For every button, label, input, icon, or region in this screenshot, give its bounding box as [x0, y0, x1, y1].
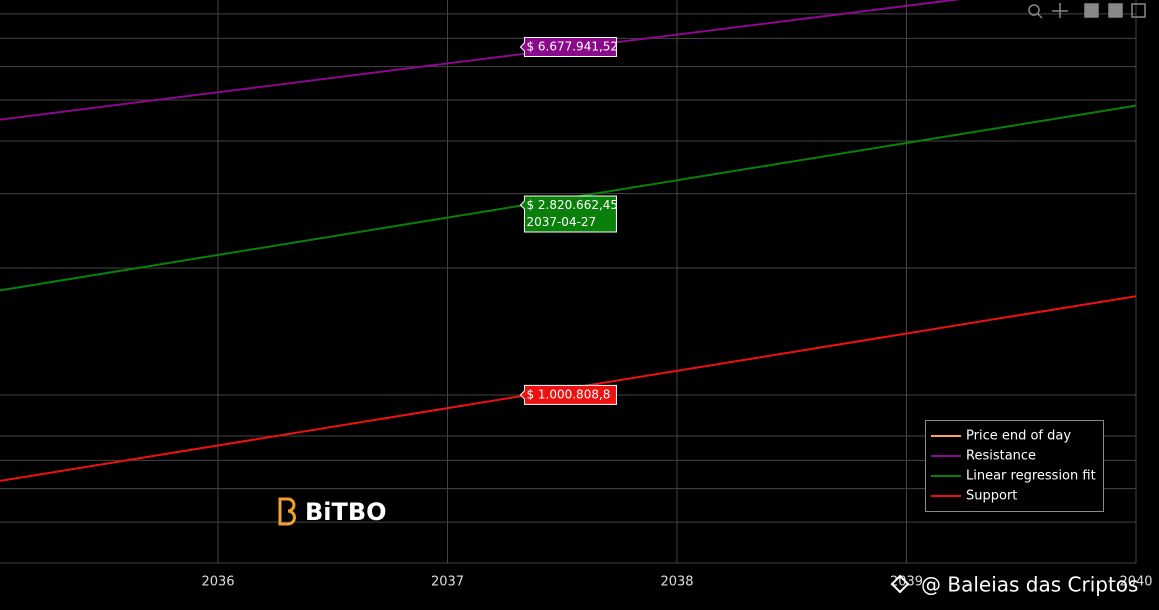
hover-value: $ 2.820.662,45	[526, 198, 618, 212]
x-tick-label: 2038	[660, 575, 693, 590]
credit: @ Baleias das Criptos	[921, 573, 1138, 597]
watermark-logo: BiTBO	[278, 497, 387, 526]
legend-label: Support	[966, 489, 1017, 504]
hover-box	[519, 37, 617, 58]
hover-label: $ 1.000.808,8	[519, 384, 617, 405]
x-tick-label: 2037	[431, 575, 464, 590]
hover-label: $ 2.820.662,45 2037-04-27	[519, 195, 618, 233]
hover-date: 2037-04-27	[526, 215, 596, 229]
x-tick-label: 2036	[201, 575, 234, 590]
hover-box	[519, 195, 617, 233]
x-tick-label: 2040	[1119, 575, 1152, 590]
series-line	[0, 0, 962, 121]
legend-label: Resistance	[966, 449, 1036, 464]
plot-area: 2036 2037 2038 2039 2040$ 6.677.941,52$ 2.82…	[0, 0, 1153, 590]
legend-label: Linear regression fit	[966, 469, 1096, 484]
hover-value: $ 1.000.808,8	[526, 387, 610, 401]
modebar[interactable]	[1028, 3, 1146, 19]
legend: Price end of day Resistance Linear regress…	[925, 420, 1104, 512]
hover-label: $ 6.677.941,52	[519, 37, 618, 58]
credit-badge: @ Baleias das Criptos	[890, 573, 1138, 597]
hover-box	[519, 384, 617, 405]
watermark: BiTBO	[305, 498, 387, 526]
hover-value: $ 6.677.941,52	[526, 40, 618, 54]
legend-label: Price end of day	[966, 429, 1071, 444]
series-lines	[0, 0, 1136, 482]
